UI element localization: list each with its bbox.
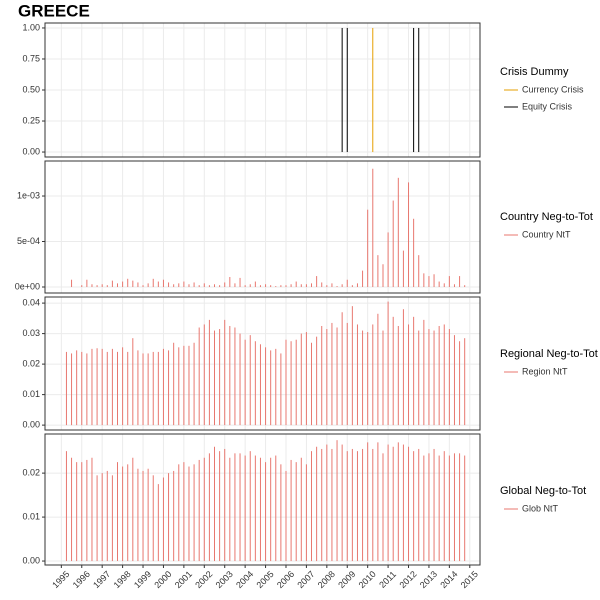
- y-tick-label: 1.00: [22, 22, 40, 32]
- x-tick-label: 2003: [214, 569, 235, 590]
- x-tick-label: 1995: [50, 569, 71, 590]
- y-tick-label: 0.00: [22, 146, 40, 156]
- x-tick-label: 2013: [418, 569, 439, 590]
- y-tick-label: 0.03: [22, 328, 40, 338]
- x-tick-label: 1998: [112, 569, 133, 590]
- y-tick-label: 0.75: [22, 53, 40, 63]
- y-tick-label: 0.00: [22, 555, 40, 565]
- y-tick-label: 0.01: [22, 511, 40, 521]
- x-tick-label: 1999: [132, 569, 153, 590]
- y-tick-label: 0.50: [22, 84, 40, 94]
- chart-title: GREECE: [18, 1, 90, 20]
- y-tick-label: 0.01: [22, 389, 40, 399]
- x-tick-label: 2001: [173, 569, 194, 590]
- legend-title: Country Neg-to-Tot: [500, 211, 593, 223]
- x-tick-label: 2005: [255, 569, 276, 590]
- panel-frame: [44, 22, 481, 158]
- y-tick-label: 1e-03: [17, 190, 40, 200]
- x-tick-label: 2006: [275, 569, 296, 590]
- y-tick-label: 5e-04: [17, 236, 40, 246]
- x-tick-label: 2008: [316, 569, 337, 590]
- legend-label: Country NtT: [522, 229, 571, 239]
- legend-label: Region NtT: [522, 366, 568, 376]
- panel-frame: [44, 433, 481, 566]
- y-tick-label: 0.04: [22, 297, 40, 307]
- x-tick-label: 2009: [336, 569, 357, 590]
- y-tick-label: 0.02: [22, 467, 40, 477]
- legend-title: Regional Neg-to-Tot: [500, 348, 598, 360]
- y-tick-label: 0e+00: [15, 281, 40, 291]
- y-tick-label: 0.02: [22, 358, 40, 368]
- legend-title: Crisis Dummy: [500, 66, 569, 78]
- y-tick-label: 0.25: [22, 115, 40, 125]
- x-tick-label: 2004: [234, 569, 255, 590]
- x-tick-label: 2002: [193, 569, 214, 590]
- legend-label: Glob NtT: [522, 503, 559, 513]
- legend-title: Global Neg-to-Tot: [500, 485, 586, 497]
- x-tick-label: 2014: [438, 569, 459, 590]
- x-tick-label: 2010: [357, 569, 378, 590]
- legend-label: Equity Crisis: [522, 101, 573, 111]
- legend-label: Currency Crisis: [522, 84, 584, 94]
- x-tick-label: 1997: [91, 569, 112, 590]
- x-tick-label: 2007: [295, 569, 316, 590]
- x-tick-label: 2000: [152, 569, 173, 590]
- panel-frame: [44, 160, 481, 294]
- panel-frame: [44, 296, 481, 431]
- x-tick-label: 2015: [459, 569, 480, 590]
- y-tick-label: 0.00: [22, 419, 40, 429]
- x-tick-label: 2012: [397, 569, 418, 590]
- x-tick-label: 1996: [71, 569, 92, 590]
- x-tick-label: 2011: [377, 569, 398, 590]
